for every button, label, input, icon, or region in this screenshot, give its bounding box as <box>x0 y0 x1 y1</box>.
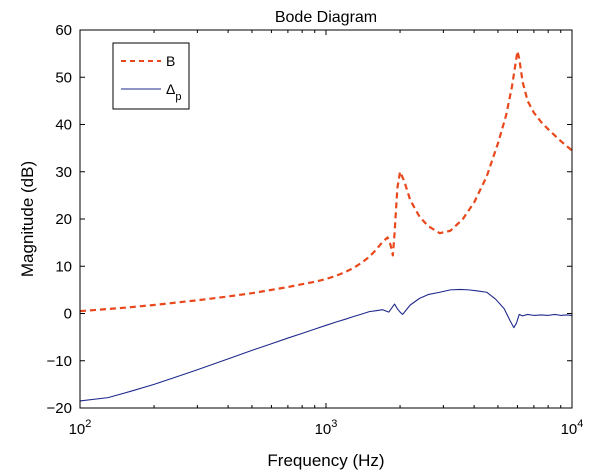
y-tick-label: 0 <box>64 306 72 323</box>
x-axis-label: Frequency (Hz) <box>267 451 384 470</box>
series-line-delta-p <box>80 288 572 402</box>
y-tick-label: 20 <box>55 211 72 228</box>
legend: B Δp <box>112 42 190 110</box>
legend-label-b: B <box>166 53 175 69</box>
y-tick-label: −20 <box>47 400 72 417</box>
x-tick-label: 103 <box>315 418 338 438</box>
x-tick-label: 104 <box>561 418 584 438</box>
x-tick-label: 102 <box>69 418 92 438</box>
y-axis-label: Magnitude (dB) <box>18 161 37 277</box>
y-tick-label: 10 <box>55 258 72 275</box>
series-line-b <box>80 50 572 313</box>
legend-box <box>112 42 190 110</box>
y-tick-label: 30 <box>55 164 72 181</box>
y-tick-label: 50 <box>55 69 72 86</box>
y-tick-label: 40 <box>55 117 72 134</box>
legend-label-delta-p: Δp <box>166 81 181 103</box>
y-tick-label: −10 <box>47 353 72 370</box>
y-tick-label: 60 <box>55 22 72 39</box>
chart-title: Bode Diagram <box>275 9 377 26</box>
